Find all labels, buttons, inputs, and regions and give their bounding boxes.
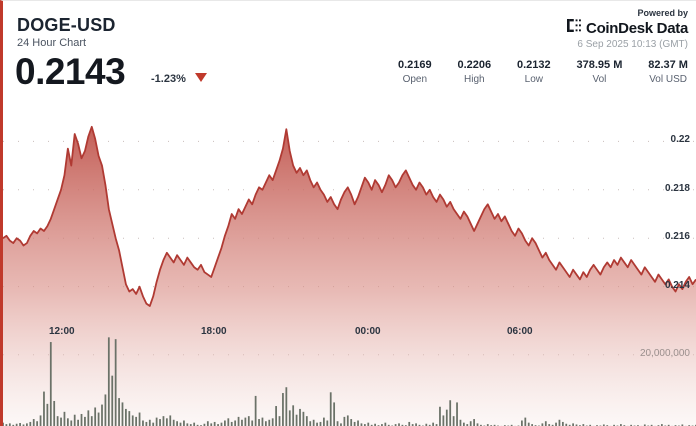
chart-plot-area[interactable]: 0.22 0.218 0.216 0.214 20,000,000 12:00 … bbox=[3, 101, 696, 426]
chart-canvas bbox=[3, 125, 696, 426]
stat-label: Open bbox=[402, 74, 428, 85]
coindesk-mark-icon bbox=[567, 19, 582, 37]
stat-value: 0.2206 bbox=[457, 59, 492, 71]
page-title: DOGE-USD bbox=[17, 15, 116, 35]
chart-header: DOGE-USD 24 Hour Chart 0.2143 -1.23% Pow… bbox=[3, 1, 696, 101]
brand-name: CoinDesk Data bbox=[586, 19, 688, 37]
price-tick-label: 0.214 bbox=[664, 279, 690, 291]
time-tick-label: 18:00 bbox=[201, 326, 227, 337]
powered-by-label: Powered by bbox=[637, 8, 688, 18]
down-triangle-icon bbox=[195, 73, 207, 82]
time-tick-label: 00:00 bbox=[355, 326, 381, 337]
price-area bbox=[3, 126, 696, 426]
timestamp: 6 Sep 2025 10:13 (GMT) bbox=[577, 39, 688, 50]
stat-value: 378.95 M bbox=[576, 59, 623, 71]
stat-value: 82.37 M bbox=[648, 59, 688, 71]
stat-value: 0.2169 bbox=[398, 59, 432, 71]
time-tick-label: 12:00 bbox=[49, 326, 75, 337]
current-price: 0.2143 bbox=[15, 51, 126, 92]
price-tick-label: 0.218 bbox=[664, 182, 690, 194]
price-line bbox=[3, 125, 696, 307]
stat-label: High bbox=[464, 74, 485, 85]
change-percent: -1.23% bbox=[151, 73, 186, 85]
stat-high: 0.2206 High bbox=[458, 59, 492, 85]
volume-tick-label: 20,000,000 bbox=[639, 347, 690, 359]
stat-vol: 378.95 M Vol bbox=[577, 59, 623, 85]
brand-logo: CoinDesk Data bbox=[488, 19, 688, 37]
stat-label: Low bbox=[524, 74, 543, 85]
stat-low: 0.2132 Low bbox=[517, 59, 551, 85]
stat-label: Vol bbox=[592, 74, 607, 85]
volume-bars bbox=[3, 337, 696, 426]
chart-subtitle: 24 Hour Chart bbox=[17, 37, 87, 49]
stat-open: 0.2169 Open bbox=[398, 59, 432, 85]
stat-value: 0.2132 bbox=[517, 59, 551, 71]
stats-row: 0.2169 Open 0.2206 High 0.2132 Low 378.9… bbox=[398, 59, 688, 95]
time-tick-label: 06:00 bbox=[507, 326, 533, 337]
price-tick-label: 0.216 bbox=[664, 231, 690, 243]
stat-label: Vol USD bbox=[649, 74, 687, 85]
price-tick-label: 0.22 bbox=[670, 134, 690, 146]
stat-vol-usd: 82.37 M Vol USD bbox=[648, 59, 688, 85]
